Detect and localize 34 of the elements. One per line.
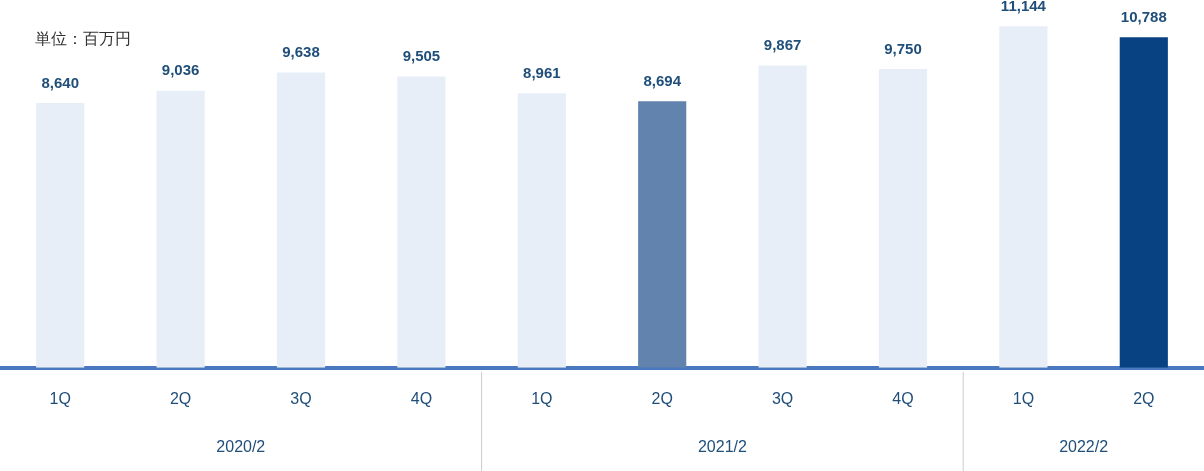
x-tick-label: 1Q [1012,389,1035,407]
data-label: 9,505 [402,47,441,65]
x-tick-label: 2Q [651,389,673,407]
data-label: 11,144 [1000,0,1047,14]
x-tick-label: 4Q [410,389,433,407]
data-label: 8,694 [643,71,682,89]
x-tick-label: 1Q [49,389,71,407]
bar [999,26,1048,368]
bar [156,90,205,368]
data-label: 10,788 [1120,7,1167,25]
bar [1119,37,1168,368]
bar [397,76,446,368]
bar [878,68,928,368]
text: 2020/2 [216,438,266,456]
data-label: 9,750 [884,39,922,57]
bar [36,102,85,368]
bar [517,93,566,368]
bar [276,72,326,368]
x-tick-label: 3Q [290,389,312,407]
data-label: 9,638 [282,43,320,61]
x-tick-label: 2Q [1133,389,1155,407]
y-axis-title: 単位：百万円 [35,30,131,48]
x-tick-label: 4Q [892,389,914,407]
x-tick-label: 1Q [531,389,553,407]
data-label: 8,640 [41,73,79,91]
data-label: 9,036 [161,61,200,79]
text: 2022/2 [1059,438,1109,456]
x-tick-label: 2Q [169,389,192,407]
bar [638,101,687,368]
data-label: 9,867 [763,36,802,54]
x-tick-label: 3Q [771,389,794,407]
data-label: 8,961 [523,63,561,81]
bar [758,65,807,368]
text: 2021/2 [697,438,747,456]
